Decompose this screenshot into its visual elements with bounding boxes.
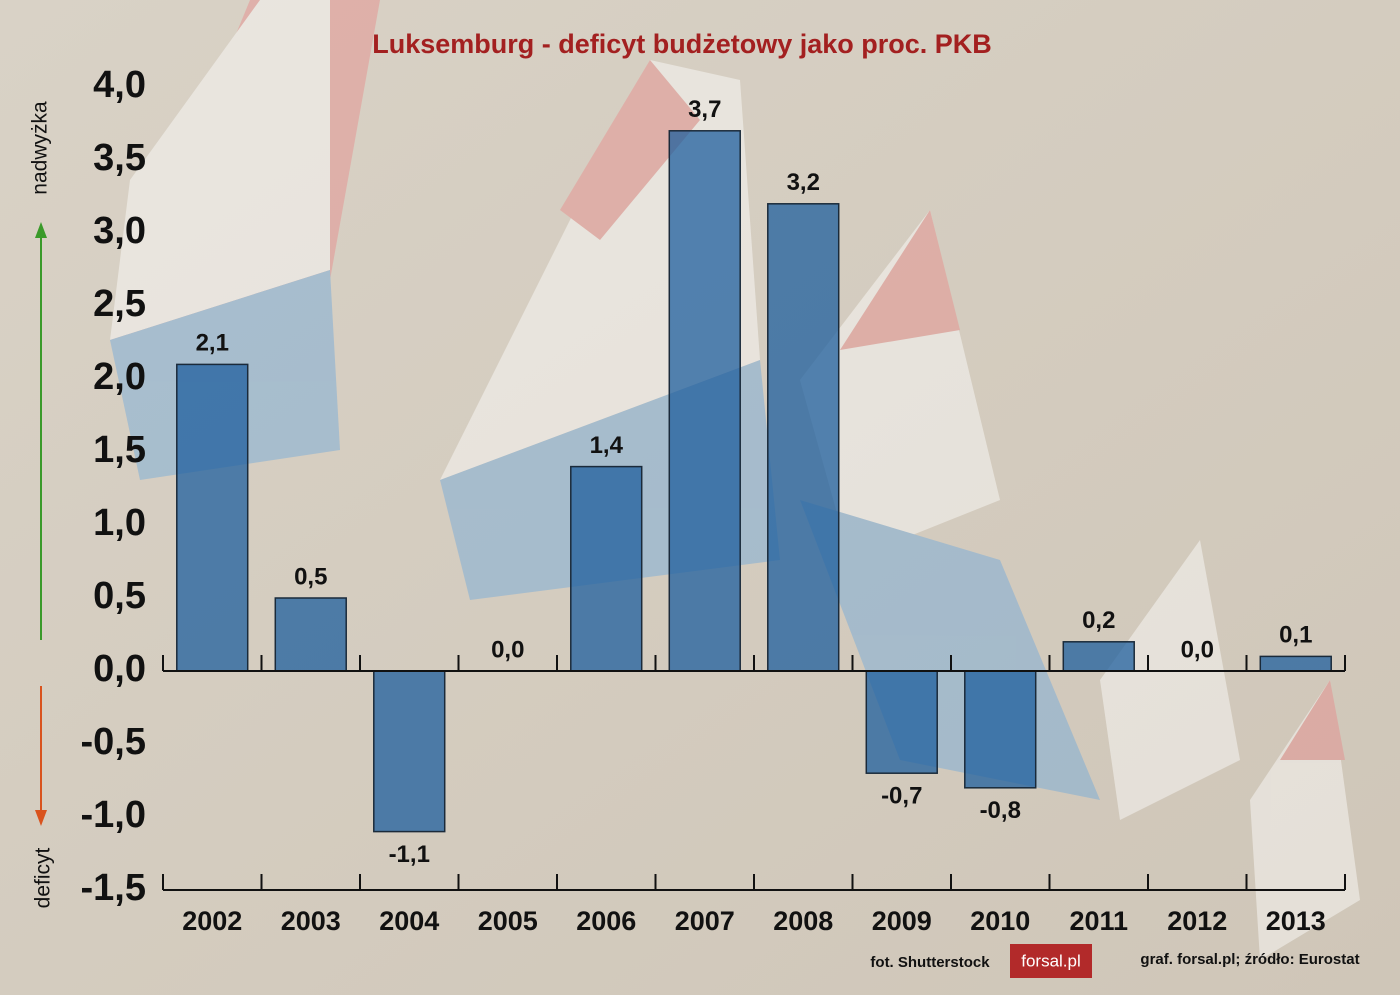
down-arrow-head <box>35 810 47 826</box>
x-tick-label: 2009 <box>872 906 932 936</box>
y-tick-label: 0,5 <box>93 575 146 617</box>
y-tick-label: 3,0 <box>93 210 146 252</box>
bar <box>570 465 643 672</box>
bar <box>767 203 840 672</box>
bar <box>964 670 1037 789</box>
value-label: -0,8 <box>980 797 1021 824</box>
value-label: 3,2 <box>787 169 820 196</box>
y-tick-label: 2,0 <box>93 356 146 398</box>
bar <box>373 670 446 833</box>
y-tick-label: 2,5 <box>93 283 146 325</box>
value-label: 0,1 <box>1279 622 1312 649</box>
value-label: -0,7 <box>881 783 922 810</box>
x-tick-label: 2003 <box>281 906 341 936</box>
x-tick-label: 2004 <box>379 906 439 936</box>
x-tick-label: 2008 <box>773 906 833 936</box>
y-tick-label: 1,0 <box>93 502 146 544</box>
value-label: -1,1 <box>389 841 430 868</box>
value-label: 1,4 <box>590 432 624 459</box>
y-tick-label: -1,0 <box>81 794 146 836</box>
value-label: 2,1 <box>196 330 229 357</box>
x-tick-label: 2013 <box>1266 906 1326 936</box>
x-tick-label: 2002 <box>182 906 242 936</box>
value-label: 0,0 <box>491 636 524 663</box>
y-tick-label: 3,5 <box>93 137 146 179</box>
x-tick-label: 2006 <box>576 906 636 936</box>
chart-title: Luksemburg - deficyt budżetowy jako proc… <box>372 29 992 59</box>
logo-box <box>1010 944 1092 978</box>
y-tick-label: -1,5 <box>81 867 146 909</box>
x-tick-label: 2007 <box>675 906 735 936</box>
bar <box>668 130 741 672</box>
bar <box>865 670 938 774</box>
y-tick-label: -0,5 <box>81 721 146 763</box>
down-label: deficyt <box>32 847 55 908</box>
value-label: 0,0 <box>1181 636 1214 663</box>
bar <box>1259 655 1332 672</box>
value-label: 0,2 <box>1082 607 1115 634</box>
logo: forsal.pl <box>1021 951 1081 970</box>
up-label: nadwyżka <box>29 101 52 195</box>
up-arrow-head <box>35 222 47 238</box>
source: graf. forsal.pl; źródło: Eurostat <box>1140 951 1359 968</box>
y-tick-label: 0,0 <box>93 648 146 690</box>
x-tick-label: 2005 <box>478 906 538 936</box>
photo-credit: fot. Shutterstock <box>870 954 990 971</box>
x-tick-label: 2010 <box>970 906 1030 936</box>
y-tick-label: 4,0 <box>93 64 146 106</box>
value-label: 0,5 <box>294 563 327 590</box>
value-label: 3,7 <box>688 96 721 123</box>
bar <box>176 363 249 672</box>
bar <box>1062 641 1135 672</box>
y-tick-label: 1,5 <box>93 429 146 471</box>
bar <box>274 597 347 672</box>
x-tick-label: 2012 <box>1167 906 1227 936</box>
x-tick-label: 2011 <box>1069 906 1128 936</box>
